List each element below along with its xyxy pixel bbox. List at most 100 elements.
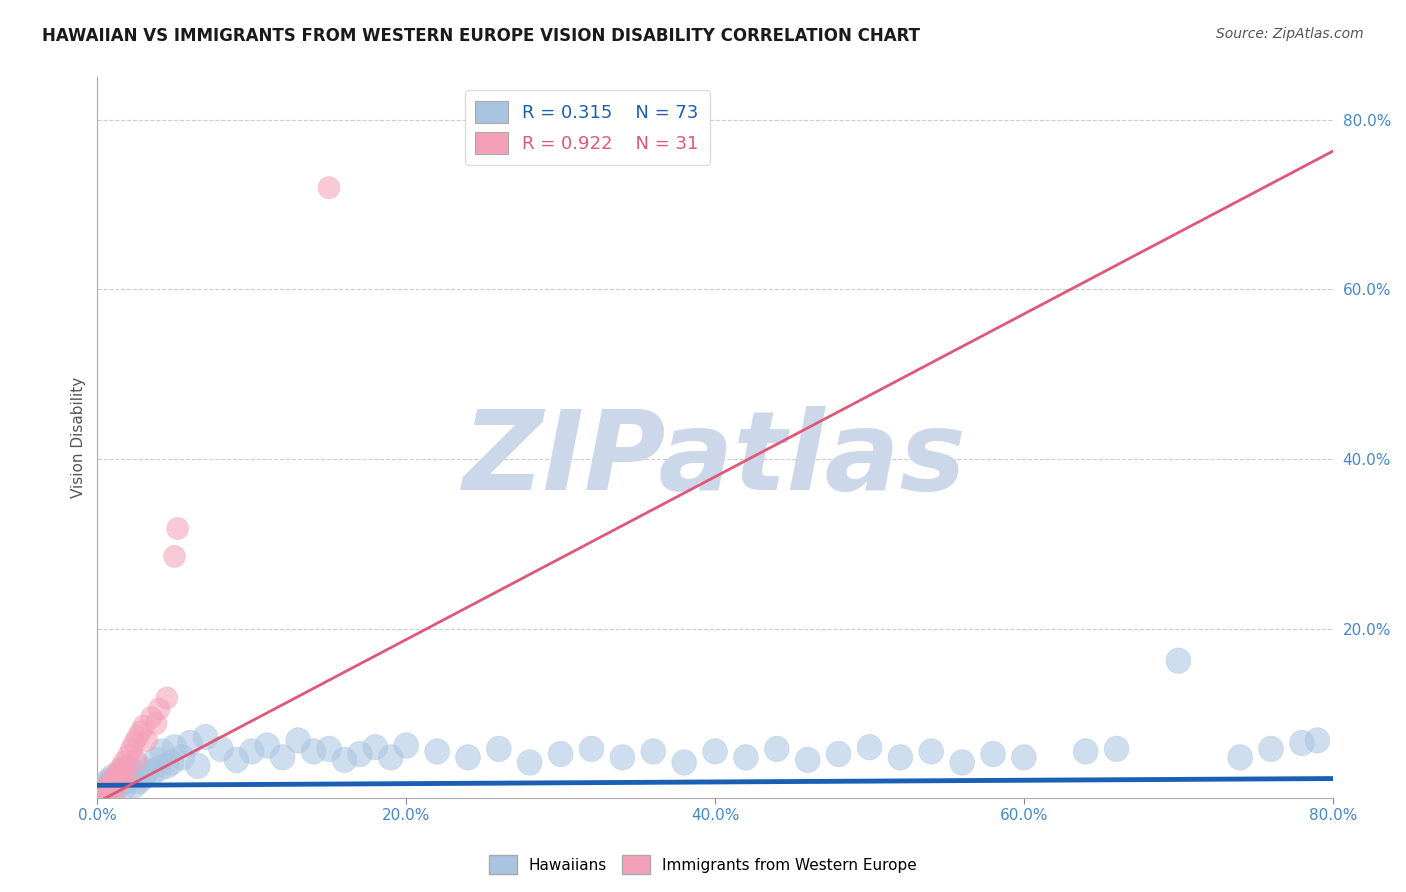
Ellipse shape: [186, 753, 209, 779]
Ellipse shape: [107, 762, 128, 784]
Ellipse shape: [110, 760, 135, 785]
Ellipse shape: [159, 750, 184, 775]
Ellipse shape: [105, 767, 129, 792]
Ellipse shape: [208, 736, 233, 762]
Ellipse shape: [163, 545, 186, 567]
Ellipse shape: [765, 736, 789, 762]
Ellipse shape: [950, 750, 974, 775]
Ellipse shape: [141, 706, 162, 729]
Ellipse shape: [148, 698, 170, 720]
Ellipse shape: [135, 758, 159, 784]
Text: ZIPatlas: ZIPatlas: [463, 406, 967, 513]
Ellipse shape: [111, 775, 136, 801]
Ellipse shape: [378, 745, 404, 770]
Ellipse shape: [146, 756, 172, 781]
Ellipse shape: [129, 721, 152, 743]
Ellipse shape: [105, 766, 127, 788]
Ellipse shape: [796, 747, 820, 772]
Ellipse shape: [316, 736, 342, 762]
Ellipse shape: [122, 772, 146, 798]
Ellipse shape: [139, 762, 163, 787]
Ellipse shape: [318, 177, 340, 199]
Ellipse shape: [224, 747, 249, 772]
Ellipse shape: [517, 750, 543, 775]
Ellipse shape: [332, 747, 357, 772]
Ellipse shape: [108, 770, 129, 792]
Ellipse shape: [1258, 736, 1284, 762]
Ellipse shape: [91, 783, 112, 805]
Ellipse shape: [124, 732, 145, 754]
Ellipse shape: [156, 687, 177, 709]
Ellipse shape: [94, 780, 115, 802]
Ellipse shape: [125, 749, 146, 771]
Ellipse shape: [980, 741, 1005, 767]
Ellipse shape: [120, 762, 143, 787]
Ellipse shape: [579, 736, 603, 762]
Ellipse shape: [97, 775, 122, 801]
Ellipse shape: [131, 764, 156, 789]
Ellipse shape: [1227, 745, 1253, 770]
Ellipse shape: [486, 736, 512, 762]
Ellipse shape: [98, 779, 121, 801]
Ellipse shape: [703, 739, 727, 764]
Text: Source: ZipAtlas.com: Source: ZipAtlas.com: [1216, 27, 1364, 41]
Ellipse shape: [1073, 739, 1098, 764]
Text: HAWAIIAN VS IMMIGRANTS FROM WESTERN EUROPE VISION DISABILITY CORRELATION CHART: HAWAIIAN VS IMMIGRANTS FROM WESTERN EURO…: [42, 27, 920, 45]
Ellipse shape: [889, 745, 912, 770]
Ellipse shape: [93, 772, 118, 798]
Ellipse shape: [254, 733, 280, 758]
Ellipse shape: [239, 739, 264, 764]
Ellipse shape: [1166, 648, 1191, 673]
Ellipse shape: [111, 766, 134, 788]
Ellipse shape: [1305, 728, 1330, 753]
Ellipse shape: [112, 751, 135, 773]
Ellipse shape: [115, 756, 141, 781]
Ellipse shape: [641, 739, 665, 764]
Ellipse shape: [363, 734, 388, 760]
Ellipse shape: [103, 768, 124, 790]
Ellipse shape: [193, 724, 218, 750]
Ellipse shape: [610, 745, 634, 770]
Ellipse shape: [672, 750, 696, 775]
Ellipse shape: [734, 745, 758, 770]
Ellipse shape: [100, 764, 125, 789]
Ellipse shape: [162, 734, 187, 760]
Ellipse shape: [1011, 745, 1036, 770]
Ellipse shape: [177, 731, 202, 756]
Ellipse shape: [394, 733, 419, 758]
Ellipse shape: [94, 779, 120, 804]
Ellipse shape: [118, 745, 139, 767]
Ellipse shape: [143, 747, 169, 772]
Ellipse shape: [347, 741, 373, 767]
Ellipse shape: [104, 780, 125, 802]
Ellipse shape: [301, 739, 326, 764]
Ellipse shape: [96, 777, 118, 799]
Ellipse shape: [96, 768, 121, 794]
Ellipse shape: [1104, 736, 1129, 762]
Ellipse shape: [827, 741, 851, 767]
Ellipse shape: [103, 772, 127, 798]
Ellipse shape: [127, 726, 148, 748]
Ellipse shape: [145, 713, 167, 734]
Ellipse shape: [97, 774, 120, 797]
Ellipse shape: [150, 739, 174, 764]
Ellipse shape: [134, 715, 155, 737]
Ellipse shape: [108, 770, 134, 796]
Ellipse shape: [100, 772, 122, 794]
Ellipse shape: [425, 739, 450, 764]
Legend: Hawaiians, Immigrants from Western Europe: Hawaiians, Immigrants from Western Europ…: [484, 849, 922, 880]
Ellipse shape: [136, 730, 157, 751]
Ellipse shape: [110, 757, 131, 780]
Ellipse shape: [124, 751, 148, 777]
Ellipse shape: [285, 728, 311, 753]
Ellipse shape: [548, 741, 574, 767]
Ellipse shape: [456, 745, 481, 770]
Ellipse shape: [121, 738, 142, 760]
Ellipse shape: [104, 777, 128, 802]
Ellipse shape: [90, 777, 114, 802]
Ellipse shape: [170, 745, 194, 770]
Ellipse shape: [114, 768, 139, 794]
Ellipse shape: [112, 764, 138, 789]
Ellipse shape: [155, 753, 179, 779]
Ellipse shape: [270, 745, 295, 770]
